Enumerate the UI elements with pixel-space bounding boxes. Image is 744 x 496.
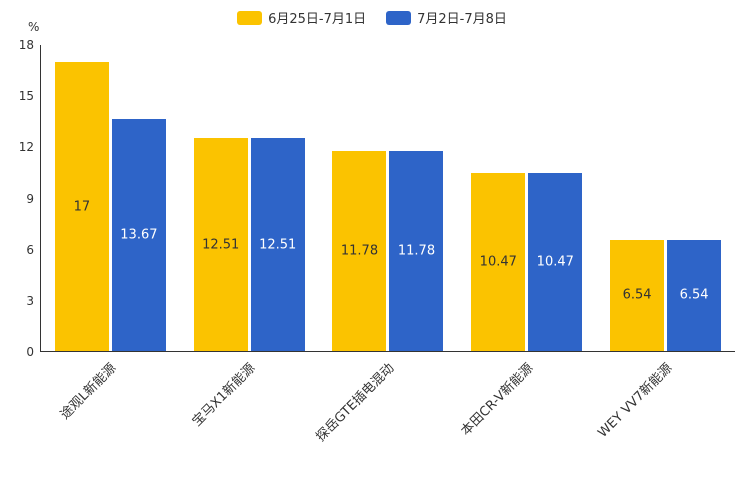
legend-item[interactable]: 6月25日-7月1日	[237, 8, 366, 27]
bar: 6.54	[667, 239, 722, 351]
legend-label: 6月25日-7月1日	[268, 12, 367, 27]
y-axis-tick-label: 15	[18, 89, 34, 104]
legend-swatch-icon	[237, 10, 263, 25]
bar-value-label: 6.54	[622, 287, 652, 303]
bar-value-label: 11.78	[397, 243, 436, 259]
bar: 12.51	[250, 138, 305, 351]
bar-group: 10.47 10.47	[457, 45, 596, 351]
bar-value-label: 10.47	[536, 254, 574, 270]
bar-value-label: 13.67	[120, 227, 158, 243]
x-axis-label: 宝马X1新能源	[189, 360, 258, 430]
bar: 13.67	[111, 118, 166, 351]
bar-value-label: 10.47	[479, 254, 517, 270]
bar-group: 6.54 6.54	[596, 45, 735, 351]
legend: 6月25日-7月1日 7月2日-7月8日	[0, 8, 744, 27]
y-axis-tick-label: 6	[26, 242, 34, 257]
bar: 12.51	[193, 138, 248, 351]
x-axis-label: 本田CR-V新能源	[457, 360, 536, 439]
bar-value-label: 12.51	[202, 237, 240, 253]
bar-value-label: 6.54	[679, 287, 709, 303]
y-axis-tick-label: 0	[26, 345, 34, 359]
plot-area: 17 13.67 12.51 12.51 11.78 11.78 10.47 10.47 6.5…	[40, 45, 735, 352]
y-axis-tick-label: 18	[18, 38, 34, 52]
bar: 17	[54, 62, 109, 351]
bar-group: 12.51 12.51	[180, 45, 319, 351]
bar-value-label: 12.51	[259, 237, 297, 253]
bar: 6.54	[610, 239, 665, 351]
x-axis-label: 探岳GTE插电混动	[312, 360, 397, 445]
legend-swatch-icon	[386, 10, 412, 25]
bar-value-label: 17	[73, 199, 91, 214]
bar: 10.47	[528, 173, 583, 351]
legend-label: 7月2日-7月8日	[417, 12, 507, 27]
bar: 11.78	[389, 150, 444, 351]
y-axis-unit-label: %	[28, 20, 40, 34]
bar: 11.78	[332, 150, 387, 351]
legend-item[interactable]: 7月2日-7月8日	[386, 8, 507, 27]
bar-group: 17 13.67	[41, 45, 180, 351]
bar-group: 11.78 11.78	[319, 45, 458, 351]
x-axis-label: 途观L新能源	[57, 360, 119, 423]
y-axis-tick-label: 3	[26, 293, 34, 308]
y-axis-tick-label: 9	[26, 191, 34, 206]
y-axis-tick-label: 12	[18, 140, 34, 155]
bar-value-label: 11.78	[340, 243, 379, 259]
x-axis-label: WEY VV7新能源	[594, 360, 675, 441]
bar: 10.47	[471, 173, 526, 351]
